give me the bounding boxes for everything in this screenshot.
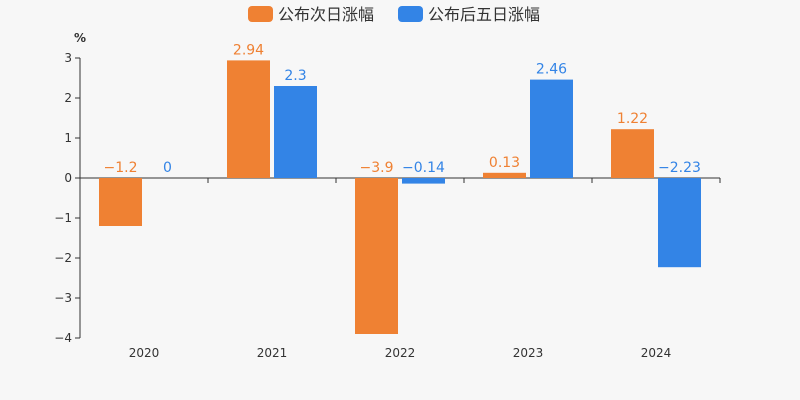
x-tick-label: 2020 (129, 346, 160, 360)
data-label: 0 (163, 160, 172, 176)
y-tick-label: −1 (54, 211, 72, 225)
data-label: 2.3 (284, 68, 306, 84)
y-tick-label: 0 (64, 171, 72, 185)
data-label: 0.13 (489, 155, 520, 171)
y-tick-label: −2 (54, 251, 72, 265)
y-tick-label: 2 (64, 91, 72, 105)
legend: 公布次日涨幅 公布后五日涨幅 (248, 5, 540, 24)
bar (227, 60, 270, 178)
data-label: −1.2 (104, 160, 138, 176)
x-tick-label: 2022 (385, 346, 416, 360)
y-tick-label: 1 (64, 131, 72, 145)
data-label: −2.23 (658, 160, 701, 176)
bar (530, 79, 573, 178)
x-tick-label: 2024 (641, 346, 672, 360)
axes: −4 −3 −2 −1 0 1 2 3 2020 2021 2022 2023 2024 (54, 51, 721, 360)
data-label: 2.46 (536, 62, 567, 78)
y-axis-unit: % (74, 31, 86, 45)
data-label: −0.14 (402, 160, 445, 176)
bar (274, 86, 317, 178)
legend-label: 公布后五日涨幅 (428, 5, 540, 24)
data-labels: −1.2 0 2.94 2.3 −3.9 −0.14 0.13 2.46 1.22 −2.23 (104, 42, 701, 176)
y-tick-label: −3 (54, 291, 72, 305)
x-tick-label: 2021 (257, 346, 288, 360)
bars (99, 60, 701, 334)
data-label: −3.9 (360, 160, 394, 176)
bar (355, 178, 398, 334)
legend-swatch (248, 6, 273, 22)
bar (402, 178, 445, 184)
bar (611, 129, 654, 178)
legend-swatch (398, 6, 423, 22)
legend-label: 公布次日涨幅 (278, 5, 374, 24)
bar (99, 178, 142, 226)
bar (483, 172, 526, 178)
data-label: 1.22 (617, 111, 648, 127)
y-tick-label: 3 (64, 51, 72, 65)
x-tick-label: 2023 (513, 346, 544, 360)
bar (658, 178, 701, 268)
y-tick-label: −4 (54, 331, 72, 345)
data-label: 2.94 (233, 42, 264, 58)
